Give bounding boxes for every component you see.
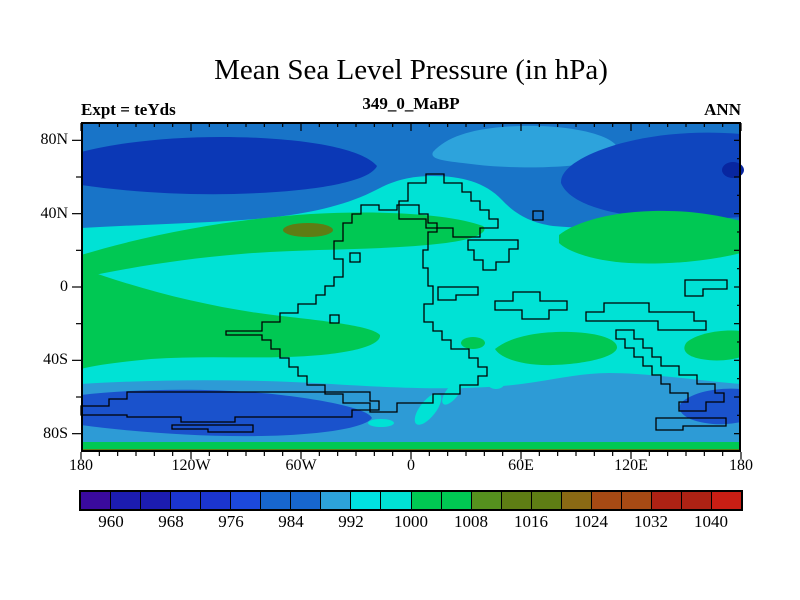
longitude-label: 60E [508, 457, 534, 474]
coastline-path [329, 314, 340, 324]
region-sh-low-east [679, 388, 741, 425]
pressure-map [72, 122, 744, 459]
colorbar-cell [261, 492, 292, 509]
colorbar-cell [561, 492, 592, 509]
longitude-label: 180 [69, 457, 93, 474]
region-polar-sky-patch [432, 125, 617, 168]
colorbar-label: 960 [98, 512, 124, 531]
colorbar-cell [621, 492, 652, 509]
colorbar-cell [501, 492, 532, 509]
region-cyan-streak-2 [442, 381, 462, 405]
coastline-path [171, 424, 254, 433]
region-nh-high-band-east [559, 210, 741, 264]
coastline-path [398, 173, 499, 238]
region-north-low-core-spot [722, 162, 744, 178]
colorbar-cell [711, 492, 742, 509]
region-north-low-west [81, 136, 377, 195]
colorbar-cell [651, 492, 682, 509]
colorbar-cell [171, 492, 202, 509]
colorbar-label: 1008 [454, 512, 488, 531]
colorbar-cell [381, 492, 412, 509]
region-nh-high-core [283, 223, 333, 237]
longitude-axis-labels: 180 120W 60W 0 60E 120E 180 [69, 457, 753, 479]
colorbar-label: 992 [338, 512, 364, 531]
coastline-path [225, 204, 488, 413]
subtitle: 349_0_MaBP [362, 94, 460, 113]
coastline-path [80, 391, 380, 423]
colorbar-label: 1024 [574, 512, 608, 531]
colorbar [79, 490, 743, 511]
axis-ticks-bottom [80, 452, 742, 459]
colorbar-label: 1032 [634, 512, 668, 531]
colorbar-cell [681, 492, 712, 509]
colorbar-label: 976 [218, 512, 244, 531]
latitude-label: 40S [43, 351, 68, 369]
region-sh-high-lens-east [684, 330, 741, 361]
longitude-label: 180 [729, 457, 753, 474]
coastline-path [585, 302, 707, 331]
latitude-axis-labels: 80N 40N 0 40S 80S [0, 122, 70, 452]
region-sh-high-lens-mid [495, 331, 618, 366]
longitude-label: 0 [407, 457, 415, 474]
coastline-path [655, 417, 727, 431]
page-title: Mean Sea Level Pressure (in hPa) [214, 54, 608, 86]
region-nh-high-band-west [81, 212, 485, 278]
map-frame [81, 122, 741, 452]
colorbar-cell [231, 492, 262, 509]
colorbar-label: 968 [158, 512, 184, 531]
colorbar-label: 1040 [694, 512, 728, 531]
axis-ticks-left [72, 139, 81, 435]
colorbar-label: 1000 [394, 512, 428, 531]
coastline-path [615, 329, 725, 412]
coastline-path [349, 252, 361, 263]
latitude-label: 80N [40, 131, 68, 149]
longitude-label: 120E [614, 457, 648, 474]
colorbar-cell [471, 492, 502, 509]
colorbar-cell [141, 492, 172, 509]
region-cyan-notch [488, 379, 504, 389]
latitude-label: 40N [40, 204, 68, 222]
region-north-low-east [560, 132, 741, 219]
colorbar-cell [321, 492, 352, 509]
colorbar-cell [111, 492, 142, 509]
longitude-label: 60W [285, 457, 317, 474]
region-cyan-streak-3 [368, 419, 394, 427]
region-sh-low-west [81, 389, 372, 437]
region-sh-high-blob-small [461, 337, 485, 349]
coastline-path [684, 279, 728, 297]
colorbar-label: 984 [278, 512, 304, 531]
colorbar-cell [201, 492, 232, 509]
region-cyan-streak-1 [414, 393, 442, 425]
coastlines [80, 173, 728, 433]
colorbar-cell [411, 492, 442, 509]
colorbar-cell [591, 492, 622, 509]
colorbar-labels: 960 968 976 984 992 1000 1008 1016 1024 1032 1040 [81, 512, 741, 534]
colorbar-cell [291, 492, 322, 509]
colorbar-label: 1016 [514, 512, 548, 531]
colorbar-cell [81, 492, 112, 509]
latitude-label: 80S [43, 424, 68, 442]
experiment-label: Expt = teYds [81, 100, 176, 119]
coastline-path [437, 286, 479, 301]
season-label: ANN [704, 100, 741, 119]
coastline-path [532, 210, 544, 221]
region-green-bridge-sh-west [81, 268, 381, 369]
coastline-path [467, 239, 519, 271]
region-south-edge-green-strip [81, 442, 741, 449]
longitude-label: 120W [171, 457, 211, 474]
colorbar-cell [531, 492, 562, 509]
colorbar-cell [351, 492, 382, 509]
latitude-label: 0 [60, 277, 68, 295]
coastline-path [494, 291, 568, 320]
colorbar-cell [441, 492, 472, 509]
